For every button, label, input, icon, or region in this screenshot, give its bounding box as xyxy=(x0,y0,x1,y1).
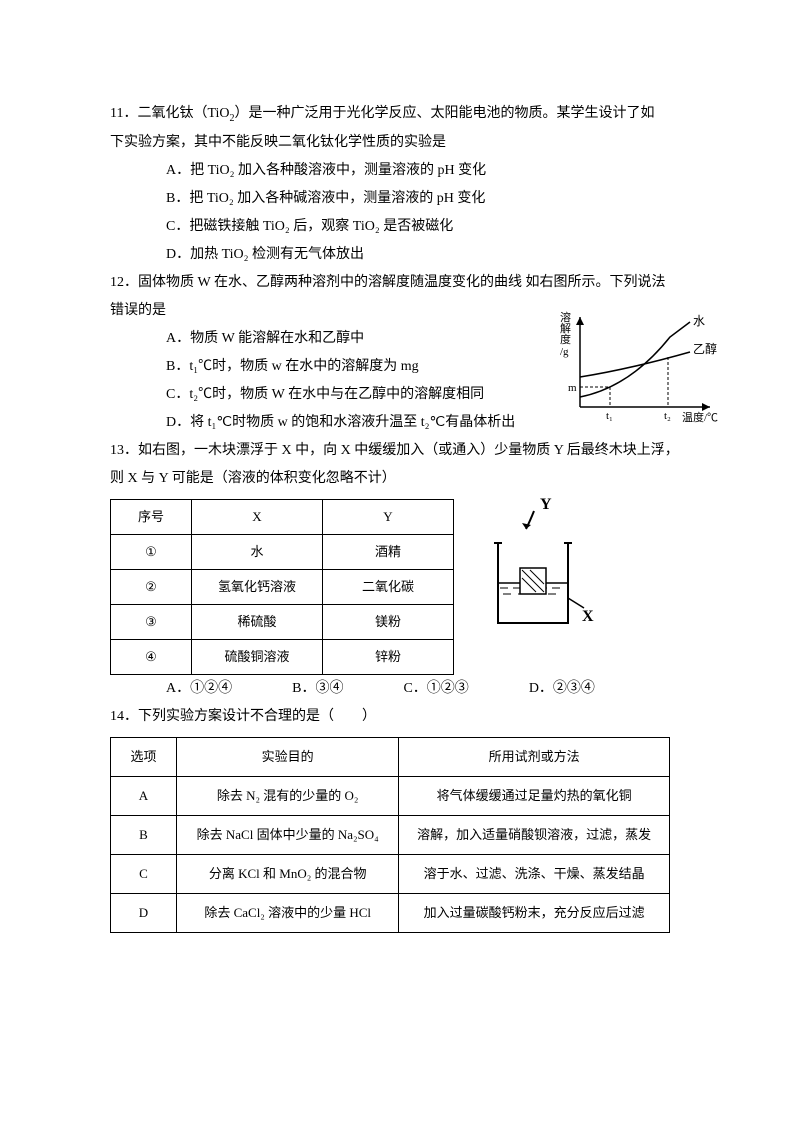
r: ③ xyxy=(111,604,192,639)
q11-opt-c: C．把磁铁接触 TiO₂ 后，观察 TiO₂ 是否被磁化 xyxy=(110,213,690,241)
ylabel-3: 度 xyxy=(560,332,571,346)
q13-options: A．①②④ B．③④ C．①②③ D．②③④ xyxy=(110,675,690,703)
r: B xyxy=(111,815,177,854)
q13-h1: X xyxy=(192,499,323,534)
r: 镁粉 xyxy=(323,604,454,639)
ylabel-2: 解 xyxy=(560,321,571,335)
q11-text-a: 11．二氧化钛（TiO xyxy=(110,106,230,121)
t2-label: t₂ xyxy=(664,410,671,422)
q12-stem-a: 12．固体物质 W 在水、乙醇两种溶剂中的溶解度随温度变化的曲线 如右图所示。下… xyxy=(110,269,690,297)
page: 11．二氧化钛（TiO2）是一种广泛用于光化学反应、太阳能电池的物质。某学生设计… xyxy=(0,0,800,1132)
r: C xyxy=(111,854,177,893)
q11-text-b: ）是一种广泛用于光化学反应、太阳能电池的物质。某学生设计了如 xyxy=(235,106,655,121)
solubility-chart: 溶 解 度 /g 温度/℃ 水 乙醇 m t₁ t₂ xyxy=(560,307,720,427)
h: 所用试剂或方法 xyxy=(399,737,670,776)
r: 除去 N₂ 混有的少量的 O₂ xyxy=(176,776,398,815)
q11-stem-2: 下实验方案，其中不能反映二氧化钛化学性质的实验是 xyxy=(110,129,690,157)
y-label: Y xyxy=(540,496,552,513)
r: ④ xyxy=(111,639,192,674)
q11-opt-a: A．把 TiO₂ 加入各种酸溶液中，测量溶液的 pH 变化 xyxy=(110,157,690,185)
q13-stem-a: 13．如右图，一木块漂浮于 X 中，向 X 中缓缓加入（或通入）少量物质 Y 后… xyxy=(110,437,690,465)
q13-table: 序号 X Y ①水酒精 ②氢氧化钙溶液二氧化碳 ③稀硫酸镁粉 ④硫酸铜溶液锌粉 xyxy=(110,499,454,675)
r: 加入过量碳酸钙粉末，充分反应后过滤 xyxy=(399,893,670,932)
r: D xyxy=(111,893,177,932)
r: ② xyxy=(111,569,192,604)
q12-body: 错误的是 A．物质 W 能溶解在水和乙醇中 B．t₁℃时，物质 w 在水中的溶解… xyxy=(110,297,690,437)
r: A xyxy=(111,776,177,815)
q11-opt-d: D．加热 TiO₂ 检测有无气体放出 xyxy=(110,241,690,269)
curve-eth-label: 乙醇 xyxy=(693,341,717,356)
r: 氢氧化钙溶液 xyxy=(192,569,323,604)
x-label: X xyxy=(582,608,594,625)
q11-opt-b: B．把 TiO₂ 加入各种碱溶液中，测量溶液的 pH 变化 xyxy=(110,185,690,213)
q13-d: D．②③④ xyxy=(529,675,595,703)
q13-b: B．③④ xyxy=(292,675,343,703)
r: 溶解，加入适量硝酸钡溶液，过滤，蒸发 xyxy=(399,815,670,854)
q13-a: A．①②④ xyxy=(166,675,232,703)
q14-table: 选项 实验目的 所用试剂或方法 A除去 N₂ 混有的少量的 O₂将气体缓缓通过足… xyxy=(110,737,670,933)
q13-content-row: 序号 X Y ①水酒精 ②氢氧化钙溶液二氧化碳 ③稀硫酸镁粉 ④硫酸铜溶液锌粉 … xyxy=(110,493,690,675)
q11-stem: 11．二氧化钛（TiO2）是一种广泛用于光化学反应、太阳能电池的物质。某学生设计… xyxy=(110,100,690,129)
r: 稀硫酸 xyxy=(192,604,323,639)
r: 分离 KCl 和 MnO₂ 的混合物 xyxy=(176,854,398,893)
m-label: m xyxy=(568,382,577,394)
r: 除去 NaCl 固体中少量的 Na₂SO₄ xyxy=(176,815,398,854)
q13-stem-b: 则 X 与 Y 可能是（溶液的体积变化忽略不计） xyxy=(110,465,690,493)
r: 锌粉 xyxy=(323,639,454,674)
r: 酒精 xyxy=(323,534,454,569)
r: 硫酸铜溶液 xyxy=(192,639,323,674)
r: 二氧化碳 xyxy=(323,569,454,604)
curve-water-label: 水 xyxy=(693,314,705,328)
h: 选项 xyxy=(111,737,177,776)
r: 水 xyxy=(192,534,323,569)
r: 除去 CaCl₂ 溶液中的少量 HCl xyxy=(176,893,398,932)
q13-h0: 序号 xyxy=(111,499,192,534)
t1-label: t₁ xyxy=(606,410,613,422)
ylabel-4: /g xyxy=(560,346,569,358)
beaker-diagram: Y xyxy=(478,493,598,643)
r: 溶于水、过滤、洗涤、干燥、蒸发结晶 xyxy=(399,854,670,893)
r: 将气体缓缓通过足量灼热的氧化铜 xyxy=(399,776,670,815)
q13-c: C．①②③ xyxy=(403,675,468,703)
q14-stem: 14．下列实验方案设计不合理的是（ ） xyxy=(110,703,690,731)
ylabel-1: 溶 xyxy=(560,310,571,324)
xlabel: 温度/℃ xyxy=(682,410,718,424)
h: 实验目的 xyxy=(176,737,398,776)
r: ① xyxy=(111,534,192,569)
q13-h2: Y xyxy=(323,499,454,534)
